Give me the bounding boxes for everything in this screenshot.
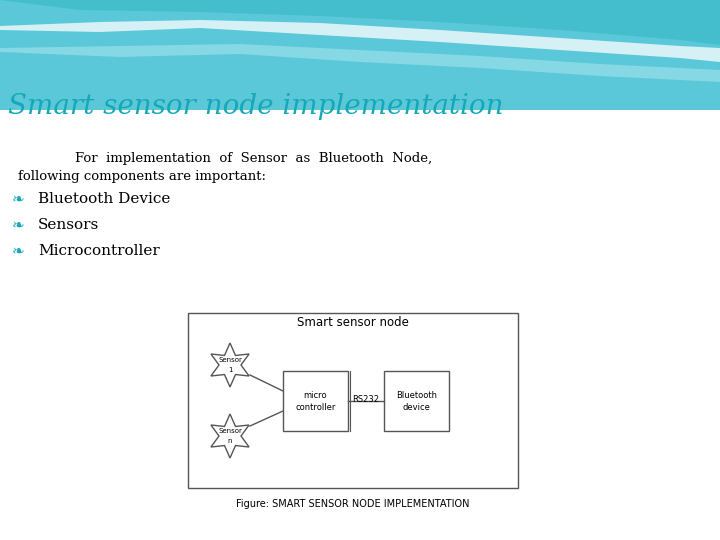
Text: following components are important:: following components are important: (18, 170, 266, 183)
Polygon shape (211, 414, 249, 458)
Text: Sensor: Sensor (218, 357, 242, 363)
Polygon shape (0, 20, 720, 62)
Text: For  implementation  of  Sensor  as  Bluetooth  Node,: For implementation of Sensor as Bluetoot… (75, 152, 432, 165)
Text: Smart sensor node: Smart sensor node (297, 316, 409, 329)
Text: Microcontroller: Microcontroller (38, 244, 160, 258)
FancyBboxPatch shape (384, 371, 449, 431)
Text: ❧: ❧ (12, 244, 24, 259)
Text: controller: controller (295, 402, 336, 411)
Text: micro: micro (304, 392, 328, 401)
Text: Bluetooth Device: Bluetooth Device (38, 192, 171, 206)
Text: device: device (402, 402, 431, 411)
Text: ❧: ❧ (12, 218, 24, 233)
Text: RS232: RS232 (353, 395, 379, 403)
Text: Figure: SMART SENSOR NODE IMPLEMENTATION: Figure: SMART SENSOR NODE IMPLEMENTATION (236, 499, 469, 509)
Text: n: n (228, 438, 233, 444)
Polygon shape (211, 343, 249, 387)
Text: 1: 1 (228, 367, 233, 373)
Text: ❧: ❧ (12, 192, 24, 207)
Text: Bluetooth: Bluetooth (396, 392, 437, 401)
Text: Smart sensor node implementation: Smart sensor node implementation (8, 93, 503, 120)
Text: Sensors: Sensors (38, 218, 99, 232)
Polygon shape (0, 0, 720, 45)
FancyBboxPatch shape (283, 371, 348, 431)
Polygon shape (0, 0, 720, 110)
Text: Sensor: Sensor (218, 428, 242, 434)
Polygon shape (0, 44, 720, 82)
FancyBboxPatch shape (188, 313, 518, 488)
